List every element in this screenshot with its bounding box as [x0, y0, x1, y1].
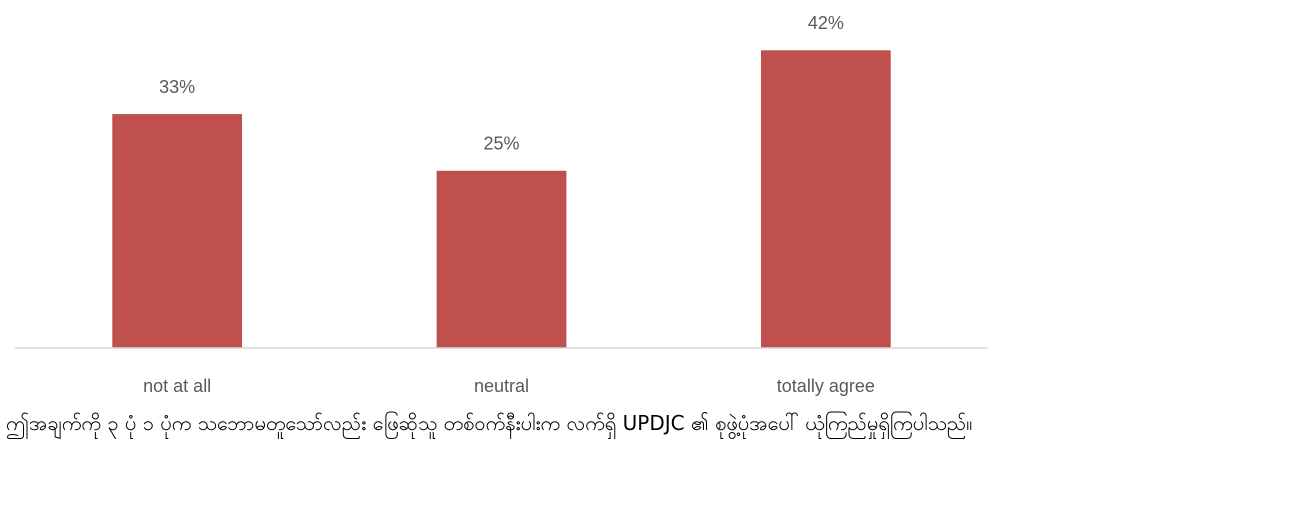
x-tick-label: not at all	[143, 376, 211, 396]
bar	[436, 170, 567, 348]
bar	[760, 50, 891, 349]
data-label: 25%	[483, 134, 519, 154]
data-label: 33%	[159, 77, 195, 97]
bar	[112, 114, 243, 348]
chart: not at all 33% neutral 25% totally agree 42%	[15, 13, 988, 396]
x-tick-label: neutral	[474, 376, 529, 396]
data-label: 42%	[808, 13, 844, 33]
x-tick-label: totally agree	[777, 376, 875, 396]
caption: ဤအချက်ကို ၃ ပုံ ၁ ပုံက သဘောမတူသော်လည်း ဖ…	[6, 411, 973, 435]
